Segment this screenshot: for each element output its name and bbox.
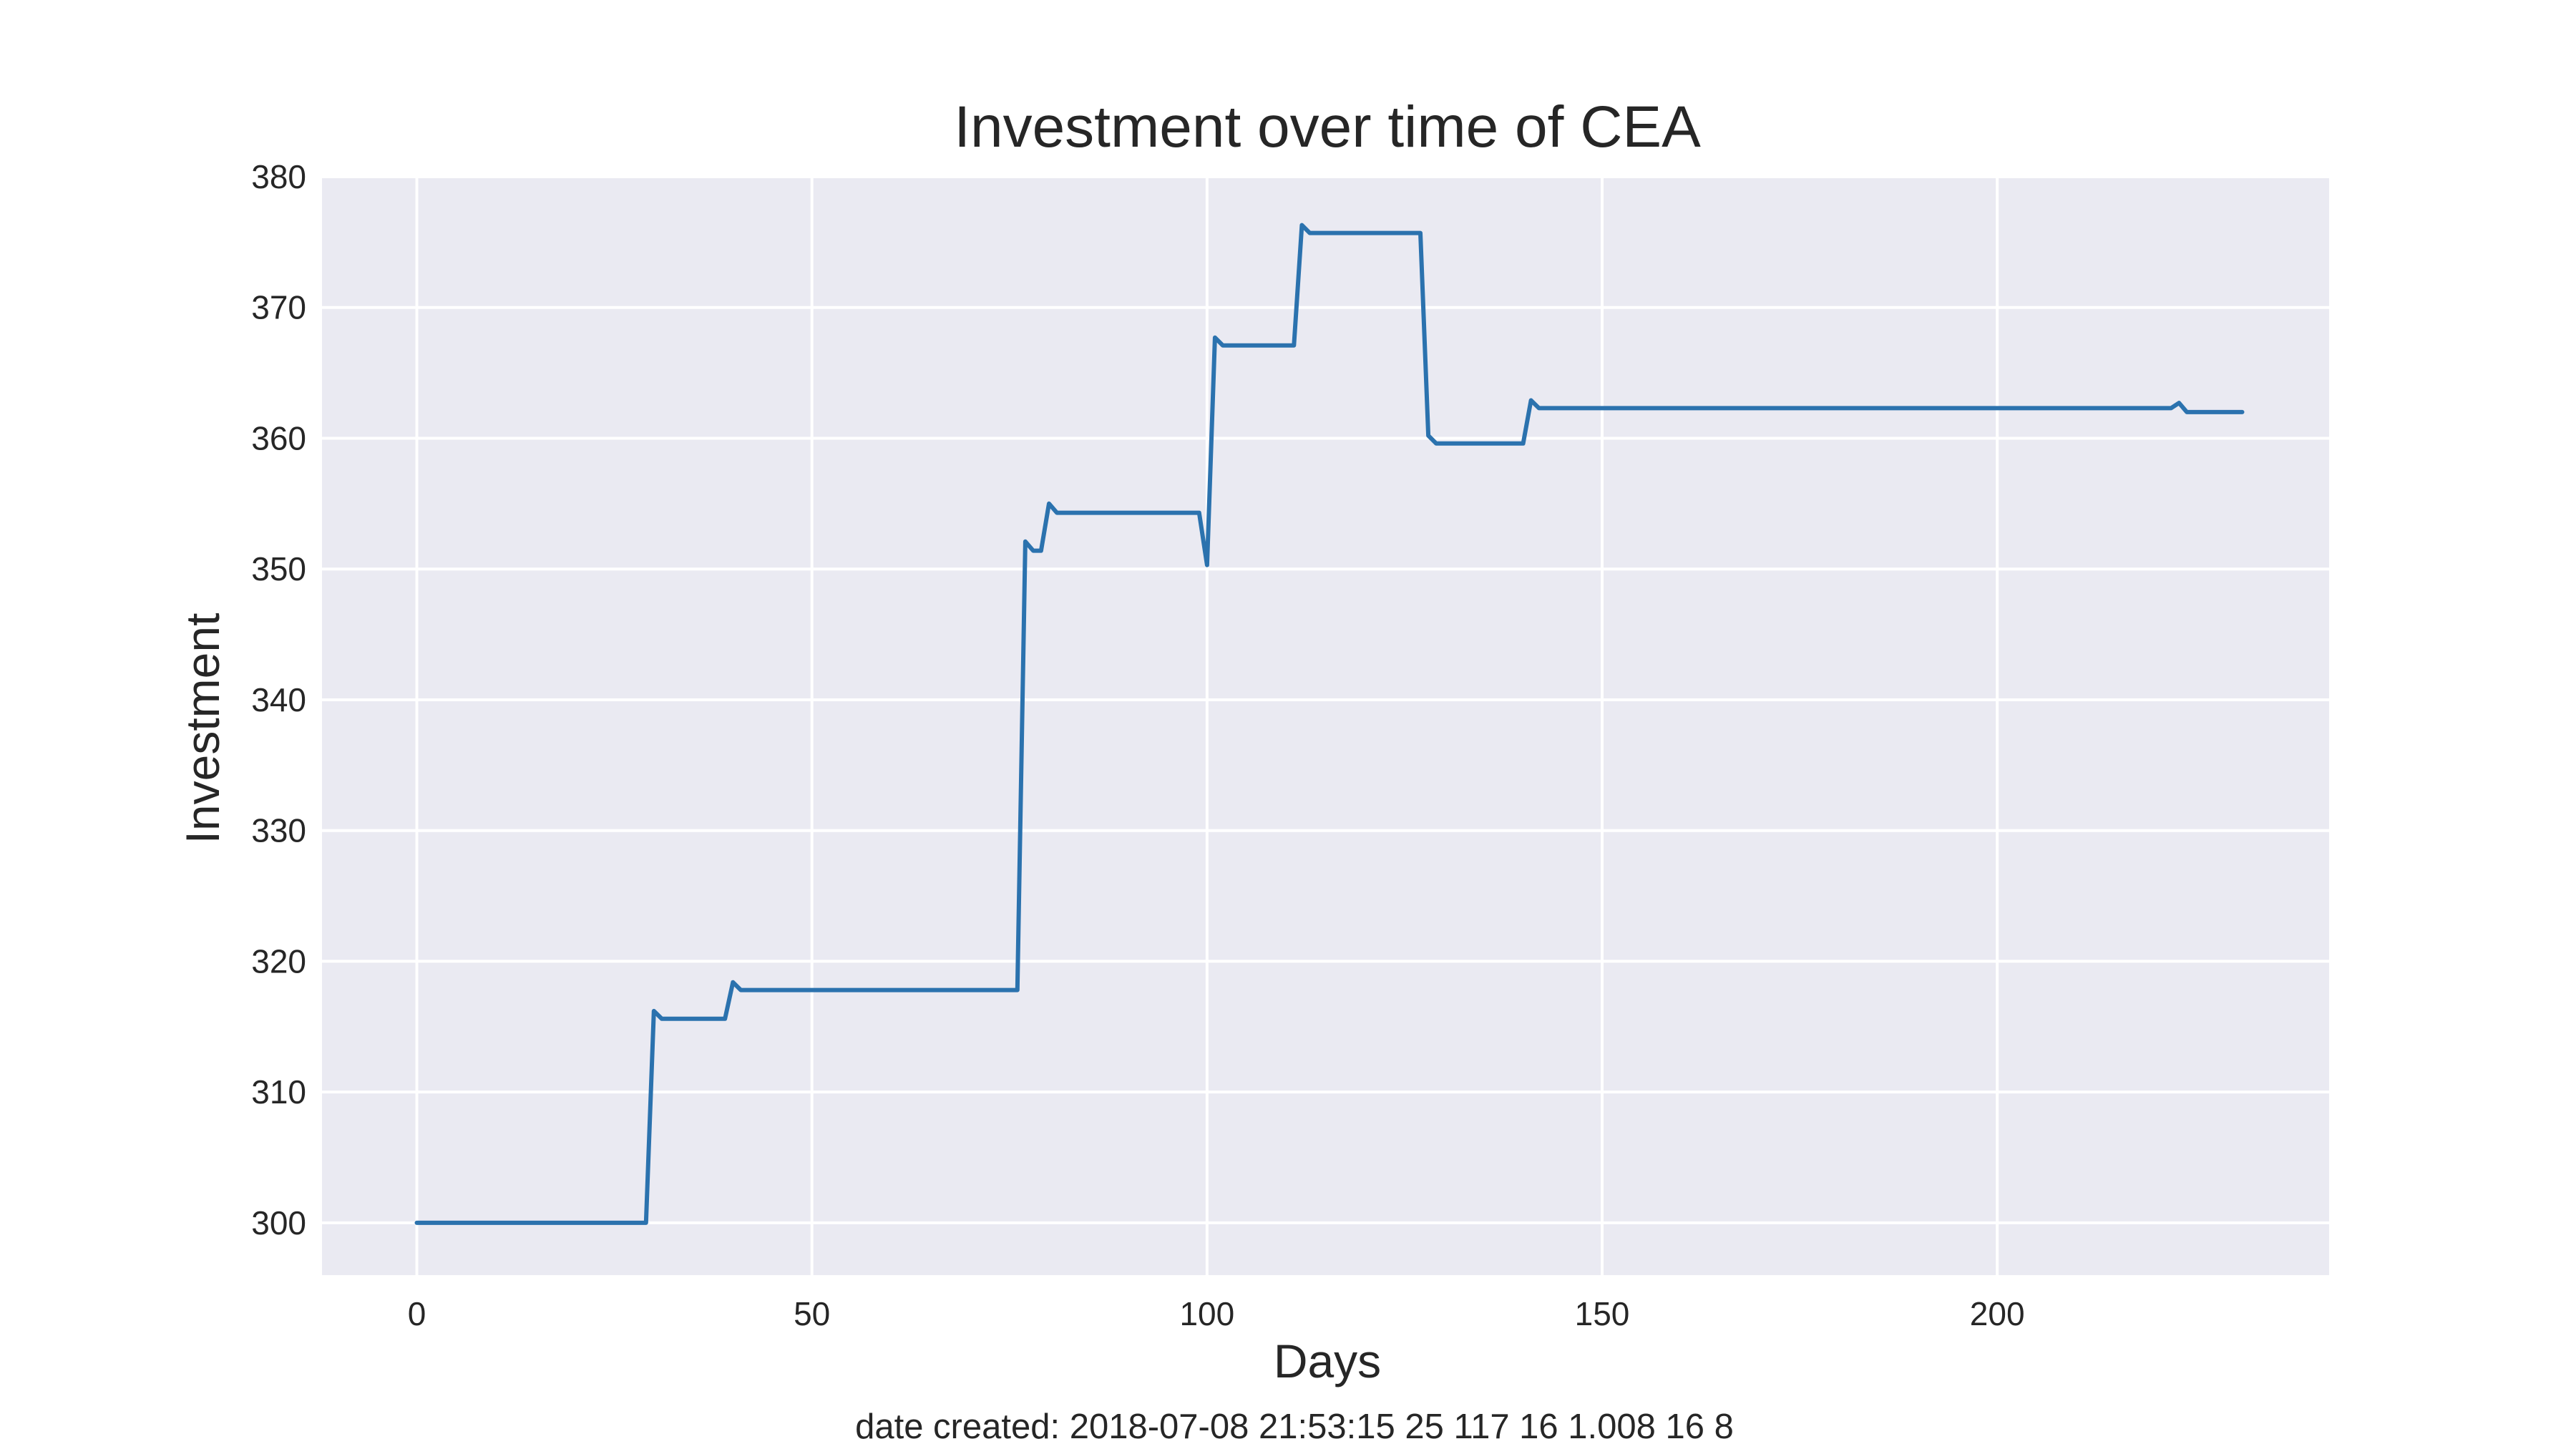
x-tick-label: 50 (794, 1295, 830, 1332)
y-tick-label: 320 (251, 942, 306, 980)
date-created-caption: date created: 2018-07-08 21:53:15 25 117… (855, 1407, 1734, 1446)
x-tick-label: 100 (1179, 1295, 1234, 1332)
y-tick-label: 360 (251, 419, 306, 457)
x-tick-label: 150 (1575, 1295, 1630, 1332)
y-tick-label: 310 (251, 1073, 306, 1111)
y-tick-label: 380 (251, 158, 306, 195)
y-tick-label: 330 (251, 812, 306, 849)
chart-title: Investment over time of CEA (954, 94, 1701, 160)
grid-lines (322, 175, 2329, 1275)
x-tick-labels: 0 50 100 150 200 (408, 1295, 2025, 1332)
x-tick-label: 0 (408, 1295, 426, 1332)
x-tick-label: 200 (1970, 1295, 2025, 1332)
y-tick-labels: 300 310 320 330 340 350 360 370 380 (251, 158, 306, 1241)
plot-area (322, 177, 2329, 1275)
investment-series-line (414, 223, 2245, 1225)
y-axis-label: Investment (176, 613, 229, 844)
y-tick-label: 340 (251, 681, 306, 718)
y-tick-label: 300 (251, 1204, 306, 1241)
x-axis-label: Days (1274, 1335, 1381, 1387)
y-tick-label: 370 (251, 289, 306, 326)
y-tick-label: 350 (251, 550, 306, 587)
